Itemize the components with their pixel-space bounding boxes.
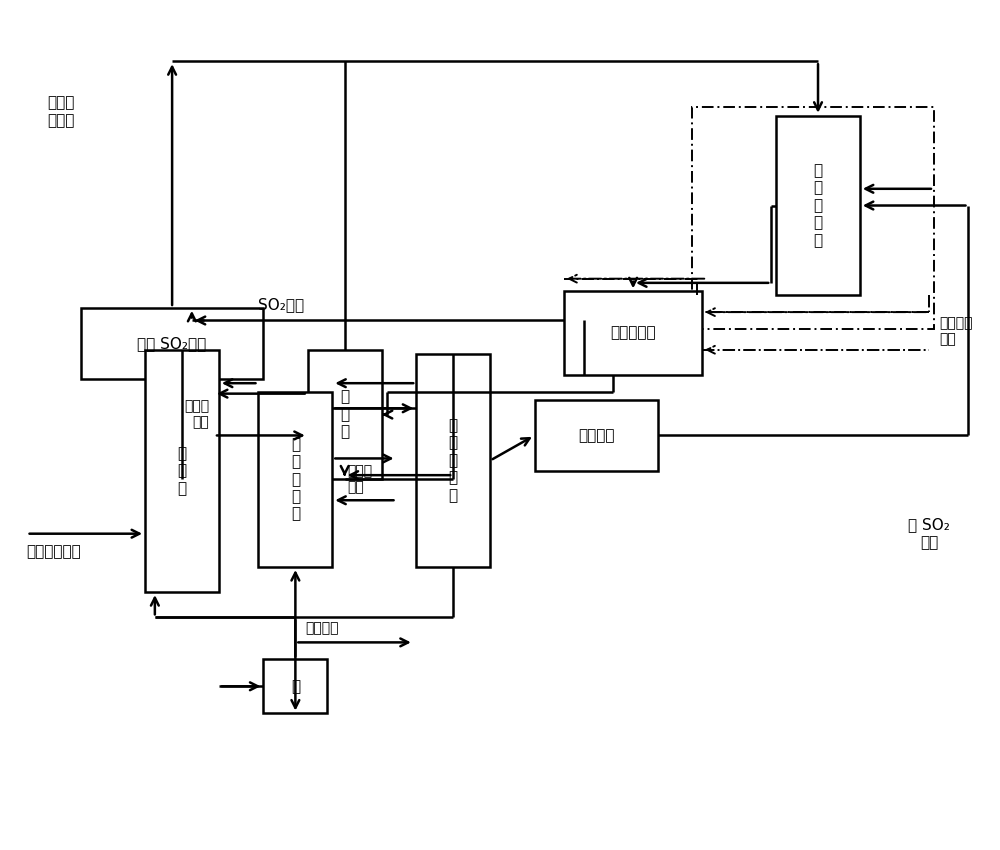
Bar bbox=[258, 392, 332, 567]
Bar bbox=[145, 349, 219, 592]
Text: 循环水
进出: 循环水 进出 bbox=[184, 400, 209, 429]
Text: 无害气
体放空: 无害气 体放空 bbox=[47, 95, 75, 128]
Text: 浓 SO₂
气体: 浓 SO₂ 气体 bbox=[908, 518, 950, 550]
Text: 二级冷凝器: 二级冷凝器 bbox=[610, 326, 656, 341]
Bar bbox=[308, 349, 382, 479]
Bar bbox=[776, 116, 860, 296]
Text: 预
冷
器: 预 冷 器 bbox=[340, 389, 349, 439]
Text: SO₂进液: SO₂进液 bbox=[258, 298, 305, 312]
Text: 一
级
冷
凝
器: 一 级 冷 凝 器 bbox=[813, 163, 823, 248]
Text: 循环水
进出: 循环水 进出 bbox=[347, 464, 372, 495]
Bar bbox=[692, 107, 934, 329]
Text: 泵: 泵 bbox=[291, 679, 300, 694]
Text: 浓水采出: 浓水采出 bbox=[305, 621, 339, 636]
Text: 水
洗
塔: 水 洗 塔 bbox=[177, 446, 187, 496]
Text: 水
洗
冷
却
器: 水 洗 冷 却 器 bbox=[291, 437, 300, 522]
Text: 回收 SO₂储槽: 回收 SO₂储槽 bbox=[137, 336, 207, 351]
Text: 深井盐水
进出: 深井盐水 进出 bbox=[939, 316, 972, 346]
Bar bbox=[81, 308, 263, 379]
Text: 三氯蔗糖尾气: 三氯蔗糖尾气 bbox=[27, 544, 81, 558]
Text: 气
液
分
离
器: 气 液 分 离 器 bbox=[449, 418, 458, 503]
Bar bbox=[535, 400, 658, 471]
Bar bbox=[263, 659, 327, 713]
Text: 罗茲风机: 罗茲风机 bbox=[578, 428, 614, 443]
Bar bbox=[416, 354, 490, 567]
Bar bbox=[564, 292, 702, 375]
